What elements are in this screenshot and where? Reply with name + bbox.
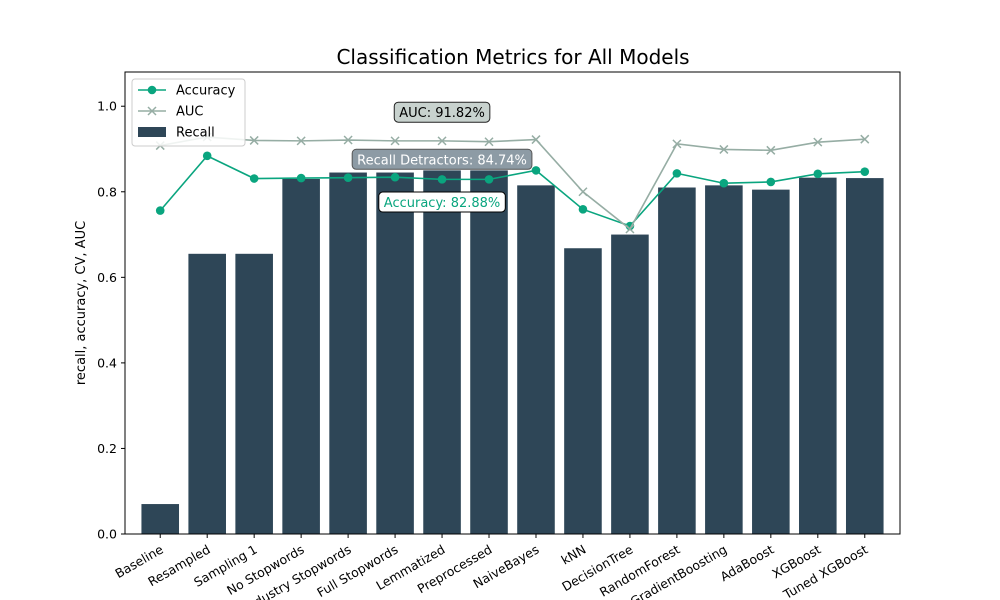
point-accuracy (484, 175, 494, 184)
line-accuracy (159, 154, 865, 227)
bar-recall (845, 178, 884, 535)
point-auc (625, 224, 635, 234)
y-axis-label: recall, accuracy, CV, AUC (74, 221, 89, 385)
point-accuracy (531, 166, 541, 175)
legend-marker (147, 85, 157, 95)
bar-recall (752, 189, 790, 534)
point-auc (484, 137, 494, 147)
bar-recall (470, 170, 508, 534)
annotation-text: Accuracy: 82.88% (384, 196, 501, 211)
line-auc (160, 136, 865, 231)
bar-recall (141, 504, 180, 534)
point-auc (531, 135, 541, 145)
annotation-box (351, 148, 533, 170)
y-tick-label: 0.8 (97, 184, 117, 199)
point-accuracy (578, 205, 588, 214)
bar-recall (799, 177, 837, 534)
point-auc (249, 135, 259, 145)
bar-recall (517, 185, 555, 534)
bar-recall (235, 253, 273, 535)
x-tick-label: AdaBoost (718, 542, 777, 585)
bar-recall (564, 248, 602, 534)
point-accuracy (202, 151, 212, 161)
legend-marker (147, 106, 157, 116)
bar-recall (282, 178, 320, 534)
point-auc (390, 136, 400, 146)
annotation: AUC: 91.82% (393, 101, 491, 123)
point-accuracy (766, 177, 776, 187)
point-accuracy (296, 173, 306, 183)
annotation-text: Recall Detractors: 84.74% (357, 153, 527, 168)
point-accuracy (249, 174, 259, 183)
annotation-text: AUC: 91.82% (399, 106, 485, 121)
legend-label: AUC (176, 105, 204, 120)
bar-recall (376, 172, 414, 534)
point-accuracy (343, 173, 353, 182)
y-tick-label: 0.4 (97, 355, 117, 370)
point-accuracy (390, 172, 400, 182)
point-auc (578, 187, 588, 197)
y-tick-label: 1.0 (97, 99, 117, 114)
x-tick-label: kNN (558, 542, 588, 568)
point-auc (296, 136, 306, 146)
bar-recall (611, 234, 649, 535)
legend: Accuracy AUC Recall (131, 78, 246, 147)
point-auc (813, 137, 823, 147)
point-accuracy (672, 169, 682, 178)
legend-swatch-recall (138, 127, 166, 137)
y-tick-label: 0.6 (97, 270, 117, 285)
legend-label: Accuracy (176, 84, 236, 99)
point-accuracy (813, 169, 823, 179)
point-accuracy (719, 178, 729, 188)
y-tick-label: 0.2 (97, 441, 117, 456)
annotation: Accuracy: 82.88% (378, 191, 506, 213)
plot-area: 0.00.20.40.60.81.0BaselineResampledSampl… (97, 71, 901, 600)
plot-frame (124, 71, 901, 535)
point-auc (672, 139, 682, 149)
bar-recall (705, 185, 743, 534)
point-accuracy (437, 175, 447, 184)
bar-recall (423, 170, 461, 534)
point-auc (437, 136, 447, 146)
point-auc (766, 145, 776, 155)
y-tick-label: 0.0 (97, 527, 117, 542)
chart-title: Classification Metrics for All Models (336, 45, 689, 69)
bar-recall (188, 253, 226, 535)
annotation-box (378, 191, 506, 213)
point-auc (860, 134, 870, 144)
annotation: Recall Detractors: 84.74% (351, 148, 533, 170)
annotation-box (393, 101, 491, 123)
bar-recall (658, 187, 696, 534)
bar-recall (329, 172, 367, 534)
point-accuracy (155, 206, 165, 215)
point-accuracy (860, 167, 870, 176)
legend-label: Recall (176, 126, 215, 141)
point-auc (719, 144, 729, 154)
point-auc (343, 135, 353, 145)
